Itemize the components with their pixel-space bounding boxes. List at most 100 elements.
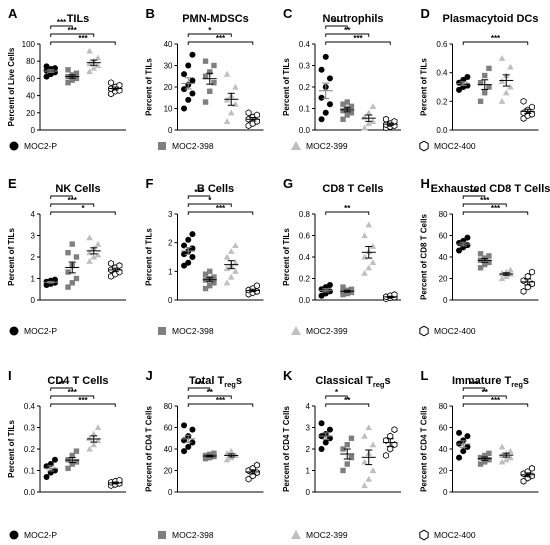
y-axis-label: Percent of TILs [282, 228, 291, 286]
point-MOC2-398-0 [65, 80, 71, 86]
point-MOC2-399-6 [498, 55, 506, 61]
legend-marker [291, 141, 301, 150]
series-MOC2-399 [223, 70, 239, 124]
significance-label: *** [491, 204, 501, 213]
legend-marker [419, 325, 429, 337]
legend-marker [158, 327, 166, 335]
significance-bracket: * [187, 196, 232, 207]
point-MOC2-398-0 [340, 467, 346, 474]
point-MOC2-P-6 [181, 71, 188, 78]
significance-label: * [60, 188, 64, 197]
y-tick-label: 2 [31, 253, 36, 262]
point-MOC2-398-5 [73, 254, 80, 260]
series-MOC2-400 [108, 476, 123, 490]
significance-bracket: * [187, 26, 232, 37]
legend-label: MOC2-399 [306, 141, 348, 151]
y-tick-label: 0.0 [24, 488, 36, 497]
point-MOC2-399-0 [498, 98, 506, 104]
point-MOC2-399-1 [227, 109, 235, 116]
panel-A: A TILs 0 20 40 60 80 100 Percent of Live Cells **… [7, 6, 126, 135]
y-tick-label: 3 [168, 210, 173, 219]
legend-marker [291, 530, 301, 539]
point-MOC2-P-8 [189, 231, 196, 238]
point-MOC2-P-3 [456, 79, 463, 86]
significance-bracket: ** [325, 18, 348, 29]
significance-bracket: *** [462, 204, 529, 215]
y-tick-label: 0.4 [299, 40, 311, 49]
significance-bracket: *** [462, 196, 507, 207]
y-axis-label: Percent of TILs [282, 58, 291, 116]
point-MOC2-399-6 [498, 443, 506, 450]
point-MOC2-399-1 [365, 264, 373, 271]
y-tick-label: 80 [26, 57, 35, 66]
panel-letter: K [283, 368, 293, 383]
point-MOC2-P-5 [51, 456, 58, 463]
significance-bracket: ** [50, 380, 73, 391]
y-axis-label: Percent of CD4 T Cells [282, 406, 291, 492]
legend-label: MOC2-398 [172, 141, 214, 151]
significance-label: *** [216, 396, 226, 405]
point-MOC2-P-0 [181, 105, 188, 112]
point-MOC2-399-1 [502, 273, 510, 279]
point-MOC2-399-5 [507, 447, 514, 454]
significance-label: ** [207, 388, 214, 397]
significance-label: * [335, 388, 339, 397]
y-tick-label: 0 [168, 126, 173, 135]
point-MOC2-399-4 [90, 430, 98, 437]
point-MOC2-398-4 [207, 451, 213, 458]
point-MOC2-398-2 [348, 454, 355, 461]
y-tick-label: 0.3 [24, 424, 36, 433]
y-tick-label: 0.2 [299, 275, 311, 284]
panel-letter: H [421, 176, 430, 191]
point-MOC2-399-5 [369, 242, 377, 249]
legend-item-MOC2-400: MOC2-400 [419, 325, 476, 337]
point-MOC2-398-5 [486, 65, 492, 72]
y-tick-label: 0.2 [299, 83, 311, 92]
point-MOC2-399-0 [223, 118, 231, 124]
point-MOC2-400-0 [520, 287, 527, 295]
significance-bracket: *** [50, 18, 73, 29]
series-MOC2-399 [498, 266, 514, 282]
point-MOC2-399-2 [94, 251, 102, 258]
point-MOC2-398-1 [344, 461, 350, 467]
series-MOC2-400 [520, 268, 535, 295]
point-MOC2-398-7 [69, 241, 75, 247]
point-MOC2-P-6 [318, 420, 325, 427]
point-MOC2-400-6 [108, 79, 115, 87]
panel-L: L Immature Tregs 0 20 40 60 80 Percent of CD4 T… [420, 368, 539, 497]
y-tick-label: 1 [168, 267, 173, 276]
y-tick-label: 40 [164, 40, 173, 49]
legend-item-MOC2-399: MOC2-399 [291, 326, 348, 336]
legend-item-MOC2-399: MOC2-399 [291, 530, 348, 540]
y-tick-label: 0.0 [299, 126, 311, 135]
significance-bracket: ** [325, 204, 370, 215]
point-MOC2-P-3 [181, 86, 188, 93]
point-MOC2-P-2 [189, 439, 196, 446]
y-tick-label: 20 [439, 467, 448, 476]
point-MOC2-P-8 [189, 51, 196, 58]
y-tick-label: 0 [443, 488, 448, 497]
series-MOC2-400 [108, 79, 123, 98]
point-MOC2-P-1 [185, 259, 192, 266]
legend-marker [158, 142, 166, 150]
panel-title: Exhausted CD8 T Cells [431, 183, 550, 195]
significance-bracket: *** [462, 380, 486, 391]
point-MOC2-P-0 [181, 262, 188, 269]
panel-title: PMN-MDSCs [182, 13, 249, 25]
point-MOC2-399-7 [365, 221, 373, 228]
y-tick-label: 0.0 [299, 296, 311, 305]
y-tick-label: 0 [306, 488, 311, 497]
y-tick-label: 0.1 [24, 467, 36, 476]
y-axis-label: Percent of TILs [420, 58, 429, 116]
point-MOC2-P-0 [456, 454, 463, 461]
point-MOC2-399-0 [86, 258, 93, 264]
significance-bracket: *** [325, 34, 391, 45]
y-tick-label: 80 [439, 402, 448, 411]
significance-label: *** [491, 396, 501, 405]
significance-label: ** [344, 26, 351, 35]
y-tick-label: 20 [164, 83, 173, 92]
point-MOC2-400-5 [253, 461, 260, 469]
y-tick-label: 0.6 [436, 40, 448, 49]
series-MOC2-P [181, 51, 196, 112]
